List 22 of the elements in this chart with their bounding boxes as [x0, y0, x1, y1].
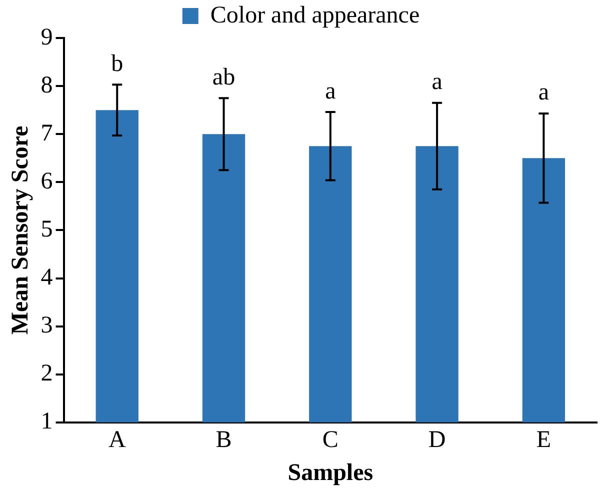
x-axis-title: Samples	[288, 460, 374, 486]
x-tick-label: A	[108, 427, 126, 454]
y-tick-label: 4	[40, 264, 53, 291]
annotation: b	[111, 50, 124, 77]
x-tick-label: C	[322, 427, 338, 454]
annotation: a	[325, 78, 336, 104]
x-tick-label: E	[536, 427, 552, 454]
annotation: a	[432, 69, 443, 96]
y-tick-label: 6	[40, 168, 53, 194]
annotation: ab	[212, 64, 236, 90]
x-tick-label: D	[428, 427, 446, 454]
y-tick-label: 1	[40, 408, 53, 435]
y-tick-label: 8	[40, 72, 53, 98]
y-axis-title: Mean Sensory Score	[8, 125, 34, 335]
annotation: a	[538, 80, 550, 106]
y-tick-label: 7	[40, 120, 53, 146]
y-tick-label: 9	[40, 24, 53, 50]
y-tick-label: 3	[40, 312, 53, 339]
y-tick-label: 2	[40, 360, 53, 387]
x-tick-label: B	[216, 427, 232, 454]
legend-label: Color and appearance	[210, 2, 420, 28]
y-tick-label: 5	[40, 216, 53, 242]
